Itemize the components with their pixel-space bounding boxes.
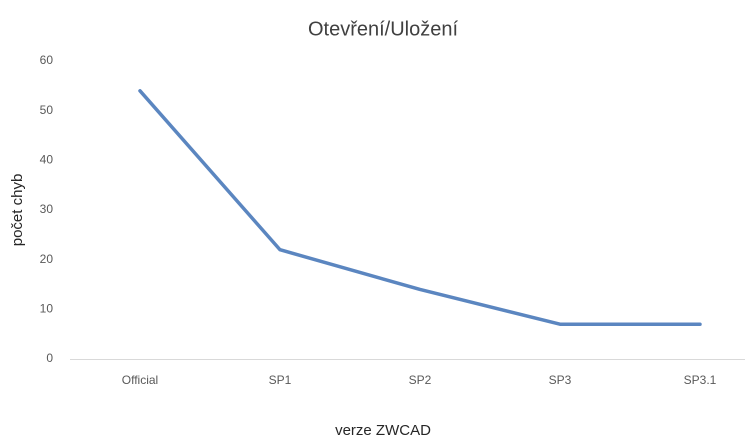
line-series xyxy=(138,89,702,326)
y-tick-label: 40 xyxy=(40,153,54,167)
y-tick-label: 0 xyxy=(46,351,53,365)
y-tick-label: 50 xyxy=(40,103,54,117)
chart-title: Otevření/Uložení xyxy=(308,18,459,40)
x-axis-label: verze ZWCAD xyxy=(335,422,431,439)
y-axis-label: počet chyb xyxy=(9,174,26,247)
y-tick-label: 30 xyxy=(40,202,54,216)
x-tick-label: SP1 xyxy=(269,373,292,387)
x-tick-label: SP2 xyxy=(409,373,432,387)
x-tick-label: Official xyxy=(122,373,158,387)
y-tick-label: 20 xyxy=(40,252,54,266)
y-tick-label: 60 xyxy=(40,53,54,67)
x-tick-label: SP3 xyxy=(549,373,572,387)
y-tick-label: 10 xyxy=(40,302,54,316)
x-tick-label: SP3.1 xyxy=(684,373,717,387)
